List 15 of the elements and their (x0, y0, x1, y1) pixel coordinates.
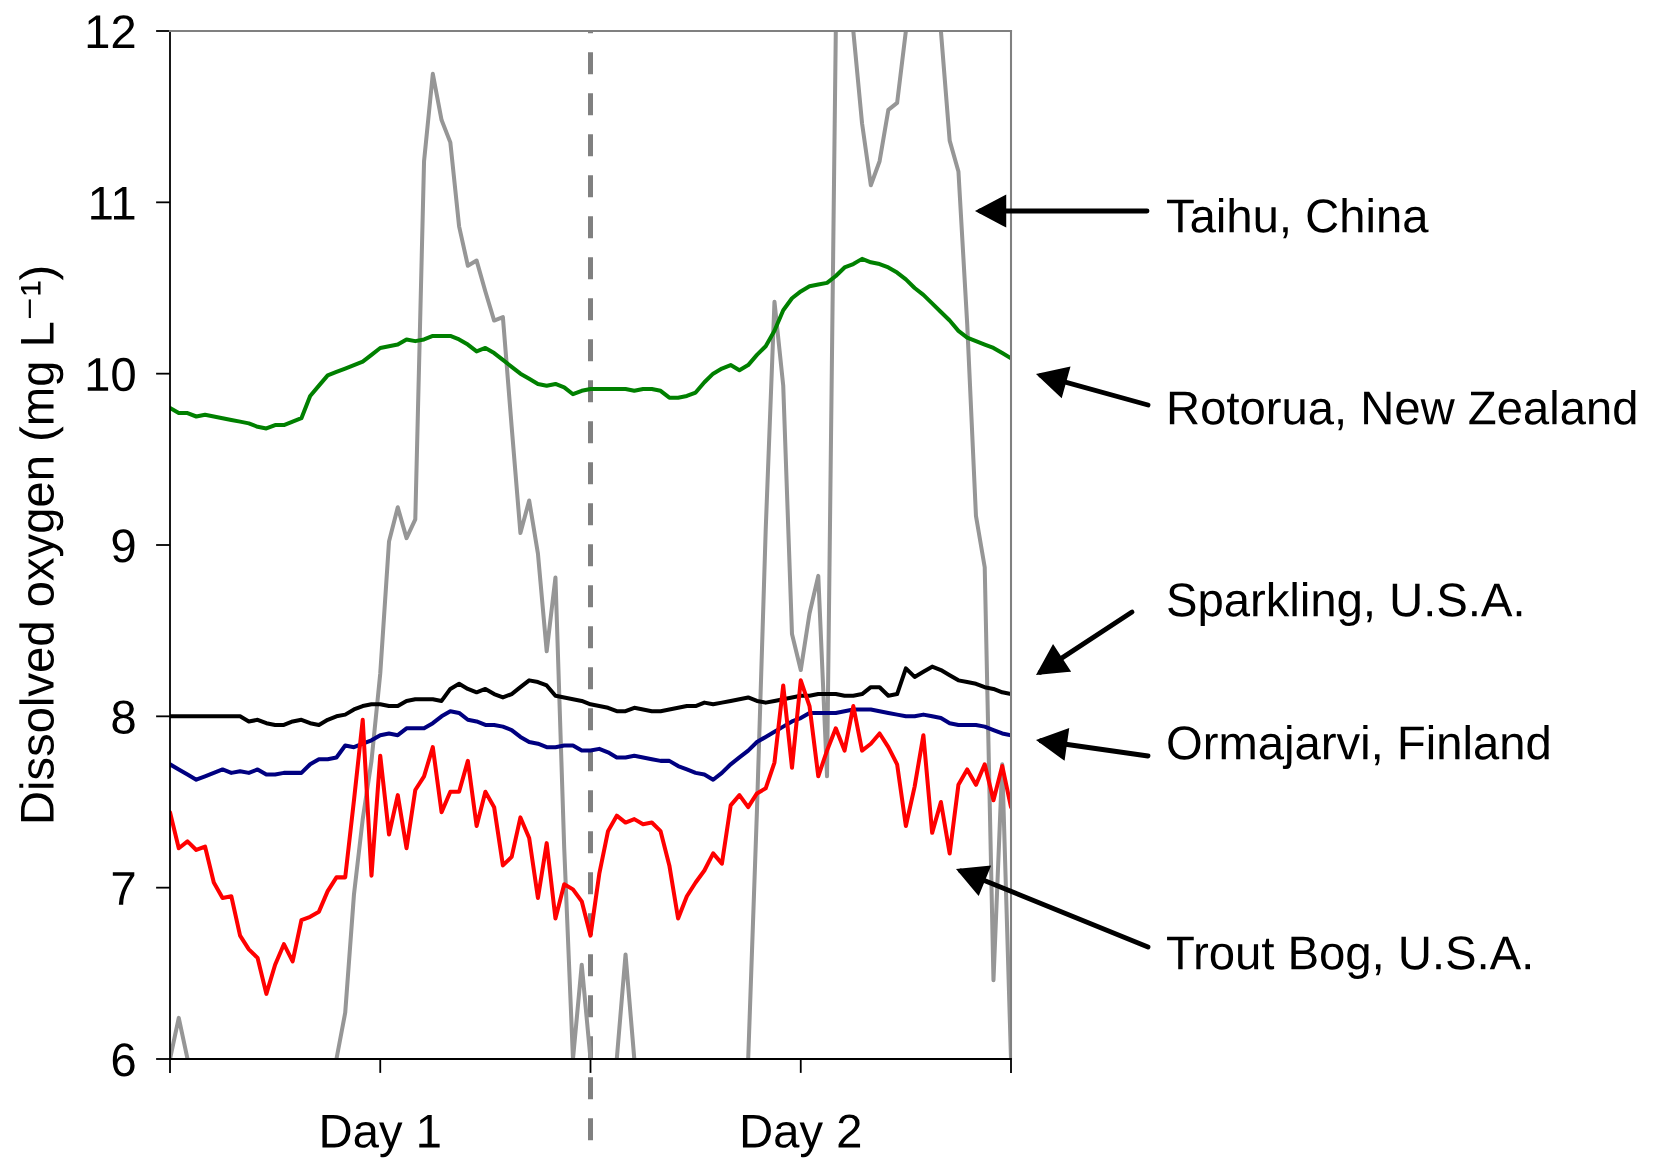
x-tick-label: Day 1 (322, 1114, 440, 1158)
x-tick-label: Day 2 (742, 1114, 861, 1158)
text: Rotorua, New Zealand (1169, 389, 1636, 431)
y-tick-label: 11 (91, 186, 135, 220)
text: Trout Bog, U.S.A. (1167, 936, 1530, 980)
text: Taihu, China (1167, 197, 1429, 239)
text: Ormajarvi, Finland (1168, 724, 1549, 770)
y-tick-label: 7 (112, 872, 135, 905)
y-axis-title: Dissolved oxygen (mg L⁻¹) (19, 267, 64, 822)
y-tick-label: 12 (87, 15, 135, 49)
y-tick-label: 10 (87, 357, 135, 392)
y-tick-label: 8 (112, 700, 135, 734)
y-tick-label: 9 (112, 529, 135, 563)
text: Sparkling, U.S.A. (1168, 581, 1522, 627)
y-tick-label: 6 (112, 1043, 135, 1077)
